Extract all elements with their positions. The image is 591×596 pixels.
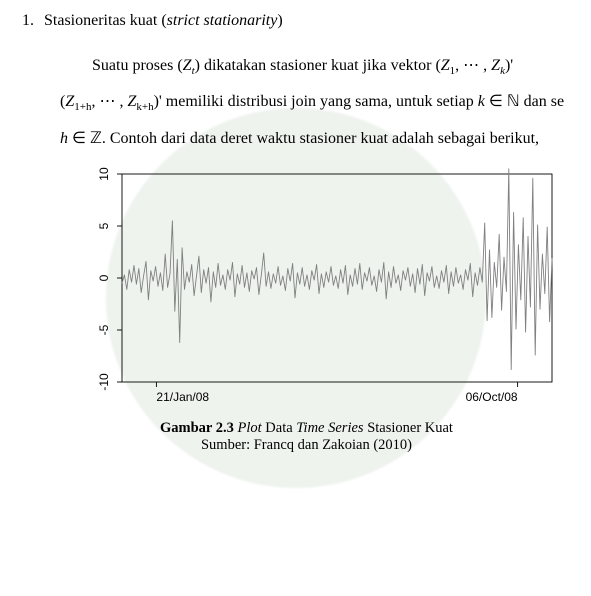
body-paragraph: Suatu proses (Zt) dikatakan stasioner ku… xyxy=(22,48,591,158)
svg-text:5: 5 xyxy=(97,222,111,229)
svg-text:21/Jan/08: 21/Jan/08 xyxy=(156,390,209,404)
math-hZ: h ∈ ℤ xyxy=(60,130,102,147)
p-t2: dikatakan stasioner kuat jika vektor xyxy=(200,57,435,74)
caption-label: Gambar 2.3 xyxy=(160,420,237,436)
svg-text:-5: -5 xyxy=(97,324,111,335)
figure-caption: Gambar 2.3 Plot Data Time Series Stasion… xyxy=(22,420,591,454)
list-number: 1. xyxy=(22,12,34,29)
timeseries-chart: -10 -5 0 5 10 21/Jan/08 06/Oct/08 xyxy=(78,166,558,414)
p-t3c: dan se xyxy=(520,93,564,110)
svg-text:06/Oct/08: 06/Oct/08 xyxy=(466,390,518,404)
timeseries-svg: -10 -5 0 5 10 21/Jan/08 06/Oct/08 xyxy=(78,166,558,414)
svg-text:10: 10 xyxy=(97,167,111,181)
heading-text-close: ) xyxy=(277,12,282,29)
math-Zt: (Zt) xyxy=(177,57,200,74)
math-kN: k ∈ ℕ xyxy=(478,93,520,110)
svg-text:-10: -10 xyxy=(97,373,111,391)
heading-text-italic: strict stationarity xyxy=(167,12,278,29)
math-vec2: (Z1+h, ⋯ , Zk+h)' xyxy=(60,93,162,110)
p-t4: . Contoh dari data deret waktu stasioner… xyxy=(102,130,539,147)
svg-text:0: 0 xyxy=(97,274,111,281)
p-t1: Suatu proses xyxy=(92,57,177,74)
math-vec1: (Z1, ⋯ , Zk)' xyxy=(435,57,513,74)
caption-mid: Data xyxy=(262,420,297,436)
p-t3b: memiliki distribusi join yang sama, untu… xyxy=(162,93,478,110)
caption-tail: Stasioner Kuat xyxy=(364,420,453,436)
list-item-heading: 1. Stasioneritas kuat (strict stationarit… xyxy=(22,8,591,34)
caption-italic2: Time Series xyxy=(296,420,363,436)
heading-text-1: Stasioneritas kuat ( xyxy=(44,12,167,29)
caption-source: Sumber: Francq dan Zakoian (2010) xyxy=(22,437,591,454)
caption-italic1: Plot xyxy=(238,420,262,436)
